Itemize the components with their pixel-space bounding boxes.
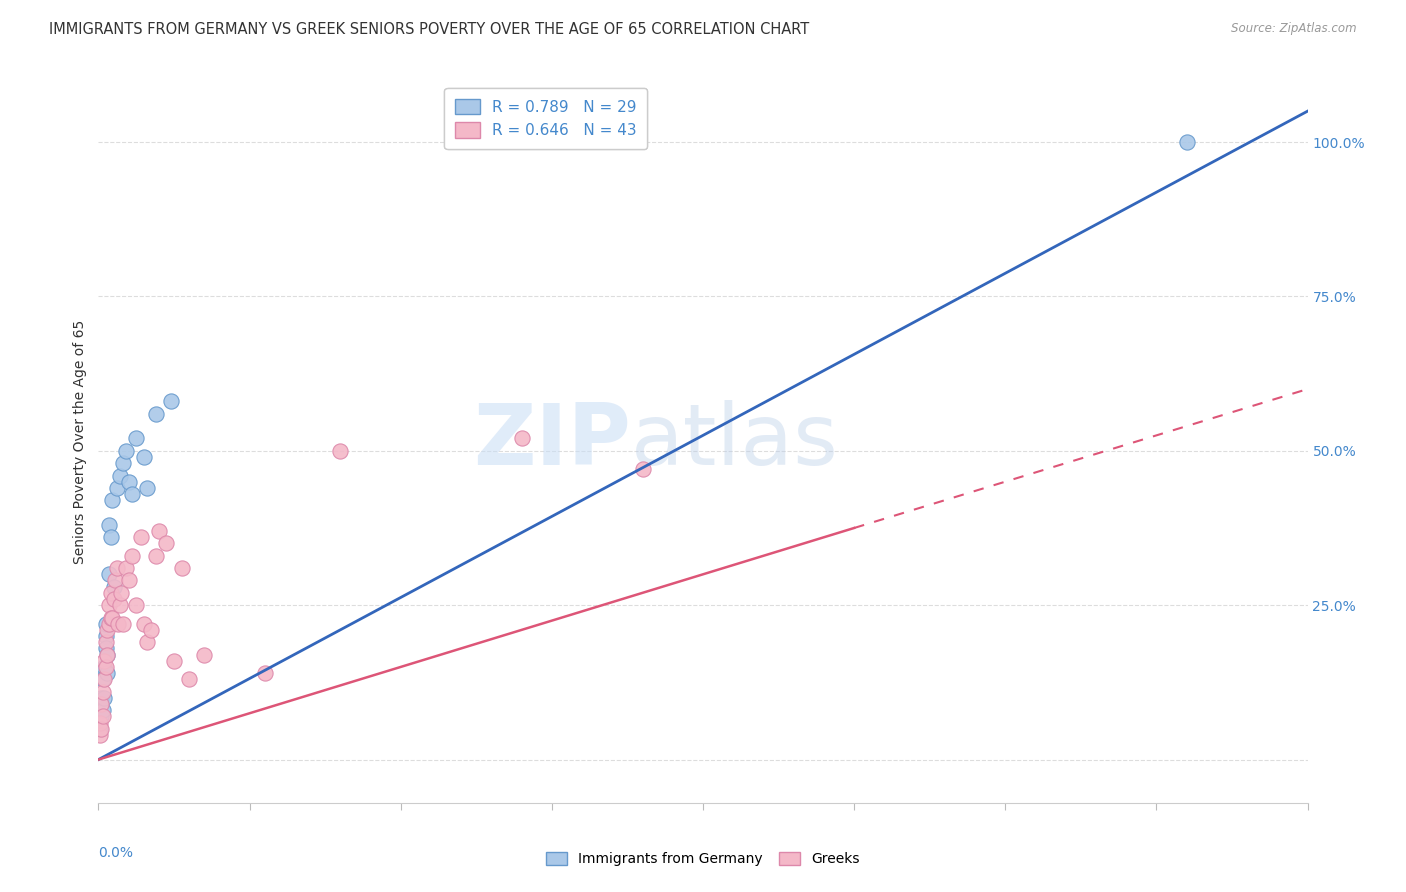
Point xyxy=(510,432,533,446)
Point xyxy=(105,481,128,495)
Point xyxy=(100,586,122,600)
Point xyxy=(98,567,121,582)
Legend: Immigrants from Germany, Greeks: Immigrants from Germany, Greeks xyxy=(540,847,866,871)
Point xyxy=(96,648,118,662)
Point xyxy=(121,487,143,501)
Point xyxy=(125,598,148,612)
Point xyxy=(94,629,117,643)
Point xyxy=(135,481,157,495)
Point xyxy=(163,654,186,668)
Point xyxy=(101,610,124,624)
Point xyxy=(107,616,129,631)
Point xyxy=(253,666,276,681)
Point xyxy=(631,462,654,476)
Point xyxy=(103,592,125,607)
Y-axis label: Seniors Poverty Over the Age of 65: Seniors Poverty Over the Age of 65 xyxy=(73,319,87,564)
Point xyxy=(132,616,155,631)
Point xyxy=(90,709,112,723)
Point xyxy=(98,598,121,612)
Point xyxy=(94,635,117,649)
Point xyxy=(132,450,155,464)
Point xyxy=(108,598,131,612)
Point xyxy=(96,623,118,637)
Point xyxy=(101,493,124,508)
Text: ZIP: ZIP xyxy=(472,400,630,483)
Point xyxy=(96,648,118,662)
Text: Source: ZipAtlas.com: Source: ZipAtlas.com xyxy=(1232,22,1357,36)
Point xyxy=(105,561,128,575)
Point xyxy=(91,703,114,717)
Point xyxy=(193,648,215,662)
Point xyxy=(155,536,177,550)
Point xyxy=(121,549,143,563)
Point xyxy=(110,586,132,600)
Point xyxy=(90,690,112,705)
Point xyxy=(135,635,157,649)
Text: atlas: atlas xyxy=(630,400,838,483)
Point xyxy=(98,616,121,631)
Point xyxy=(89,715,111,730)
Point xyxy=(111,616,134,631)
Point xyxy=(89,728,111,742)
Point xyxy=(141,623,163,637)
Point xyxy=(96,666,118,681)
Point xyxy=(114,561,136,575)
Text: 0.0%: 0.0% xyxy=(98,847,134,860)
Point xyxy=(94,660,117,674)
Point xyxy=(94,616,117,631)
Point xyxy=(1175,135,1198,149)
Point xyxy=(91,709,114,723)
Point xyxy=(118,574,141,588)
Point xyxy=(91,673,114,687)
Legend: R = 0.789   N = 29, R = 0.646   N = 43: R = 0.789 N = 29, R = 0.646 N = 43 xyxy=(444,88,647,149)
Point xyxy=(145,407,167,421)
Point xyxy=(179,673,201,687)
Point xyxy=(94,641,117,656)
Point xyxy=(160,394,183,409)
Point xyxy=(100,530,122,544)
Point xyxy=(93,673,115,687)
Point xyxy=(93,690,115,705)
Point xyxy=(114,443,136,458)
Point xyxy=(111,456,134,470)
Point xyxy=(148,524,170,538)
Point xyxy=(104,574,127,588)
Point xyxy=(125,432,148,446)
Point xyxy=(103,580,125,594)
Point xyxy=(118,475,141,489)
Point xyxy=(108,468,131,483)
Point xyxy=(98,517,121,532)
Point xyxy=(170,561,193,575)
Point xyxy=(129,530,152,544)
Point xyxy=(93,654,115,668)
Point xyxy=(329,443,352,458)
Text: IMMIGRANTS FROM GERMANY VS GREEK SENIORS POVERTY OVER THE AGE OF 65 CORRELATION : IMMIGRANTS FROM GERMANY VS GREEK SENIORS… xyxy=(49,22,810,37)
Point xyxy=(91,684,114,698)
Point xyxy=(100,610,122,624)
Point xyxy=(90,722,112,736)
Point xyxy=(93,660,115,674)
Point xyxy=(90,697,112,711)
Point xyxy=(89,722,111,736)
Point xyxy=(145,549,167,563)
